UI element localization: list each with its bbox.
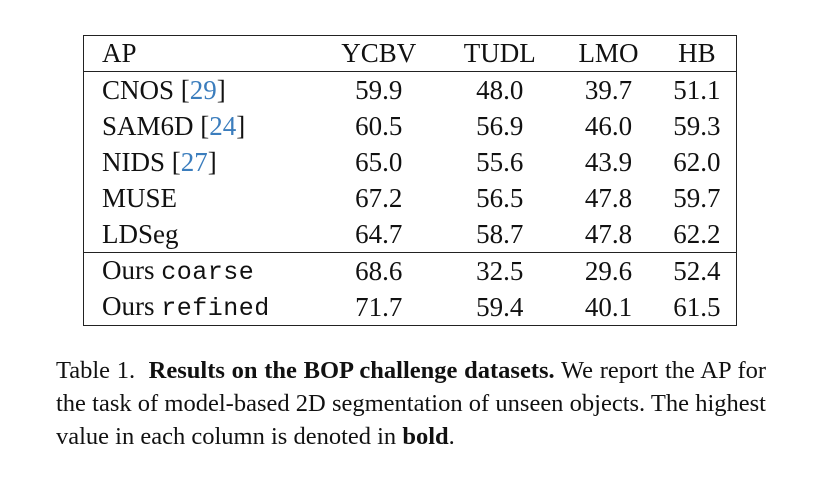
value-cell: 32.5 [476, 255, 524, 286]
method-name: MUSE [102, 182, 178, 213]
value-cell: 48.0 [476, 74, 524, 105]
method-cell: NIDS [27] [102, 146, 217, 177]
method-variant: refined [161, 294, 270, 323]
method-name: Ours [102, 255, 155, 285]
method-cell: LDSeg [83, 216, 317, 253]
value-cell: 67.2 [355, 182, 403, 213]
method-variant: coarse [161, 258, 255, 287]
caption-end: . [448, 423, 455, 450]
value-cell: 52.4 [673, 255, 721, 286]
table-row: SAM6D [24] 60.5 56.9 46.0 59.3 [84, 108, 737, 144]
table-caption: Table 1. Results on the BOP challenge da… [56, 354, 766, 453]
value-cell: 55.6 [476, 146, 524, 177]
method-cell: Ours refined [84, 289, 318, 326]
method-cell: Ours coarse [84, 253, 318, 290]
method-name: Ours [102, 291, 155, 321]
column-header: YCBV [317, 35, 441, 72]
table-row: MUSE 67.2 56.5 47.8 59.7 [84, 180, 737, 216]
value-cell: 40.1 [584, 291, 633, 322]
value-cell: 47.8 [559, 216, 658, 253]
value-cell: 58.7 [440, 216, 560, 253]
method-name: CNOS [102, 74, 175, 105]
table-body: CNOS [29] 59.9 48.0 39.7 51.1 SAM6D [24] 60.5 5… [83, 72, 737, 326]
value-cell: 65.0 [355, 146, 403, 177]
value-cell: 61.5 [673, 291, 721, 322]
value-cell: 43.9 [584, 146, 633, 177]
value-cell: 59.3 [673, 110, 721, 141]
value-cell: 64.7 [317, 216, 441, 253]
method-cell: SAM6D [24] [102, 110, 246, 141]
value-cell: 59.4 [476, 291, 524, 322]
table-row: Ours refined 71.7 59.4 40.1 61.5 [84, 289, 737, 326]
column-header: LMO [559, 35, 658, 72]
method-cell: CNOS [29] [102, 74, 226, 105]
table-row: CNOS [29] 59.9 48.0 39.7 51.1 [84, 72, 737, 109]
value-cell: 62.2 [657, 216, 737, 253]
citation-link[interactable]: 24 [209, 110, 237, 141]
value-cell: 59.9 [355, 74, 403, 105]
caption-text: We report the AP for the task of model-b… [56, 357, 767, 450]
value-cell: 71.7 [355, 291, 403, 322]
citation-link[interactable]: 29 [189, 74, 217, 105]
value-cell: 46.0 [584, 110, 633, 141]
value-cell: 62.0 [673, 146, 721, 177]
value-cell: 51.1 [673, 74, 721, 105]
column-header: TUDL [440, 35, 560, 72]
value-cell: 59.7 [673, 182, 721, 213]
method-name: SAM6D [102, 110, 194, 141]
table-row: LDSeg 64.7 58.7 47.8 62.2 [83, 216, 737, 253]
citation-link[interactable]: 27 [180, 146, 208, 177]
table-row: NIDS [27] 65.0 55.6 43.9 62.0 [84, 144, 737, 180]
method-cell: MUSE [84, 180, 318, 216]
method-name: NIDS [102, 146, 166, 177]
table-row: Ours coarse 68.6 32.5 29.6 52.4 [84, 253, 737, 290]
value-cell: 60.5 [355, 110, 403, 141]
caption-label: Table 1. [56, 357, 136, 384]
results-table: AP YCBV TUDL LMO HB CNOS [29] 59.9 48.0 39.… [83, 35, 737, 326]
caption-bold-word: bold [402, 423, 449, 450]
method-name: LDSeg [102, 218, 179, 249]
value-cell: 29.6 [584, 255, 633, 286]
caption-title: Results on the BOP challenge datasets. [148, 357, 555, 384]
header-row: AP YCBV TUDL LMO HB [83, 35, 737, 72]
value-cell: 68.6 [355, 255, 403, 286]
value-cell: 56.5 [476, 182, 524, 213]
value-cell: 39.7 [584, 74, 633, 105]
value-cell: 47.8 [584, 182, 633, 213]
column-header: HB [657, 35, 737, 72]
column-header: AP [83, 35, 317, 72]
value-cell: 56.9 [476, 110, 524, 141]
